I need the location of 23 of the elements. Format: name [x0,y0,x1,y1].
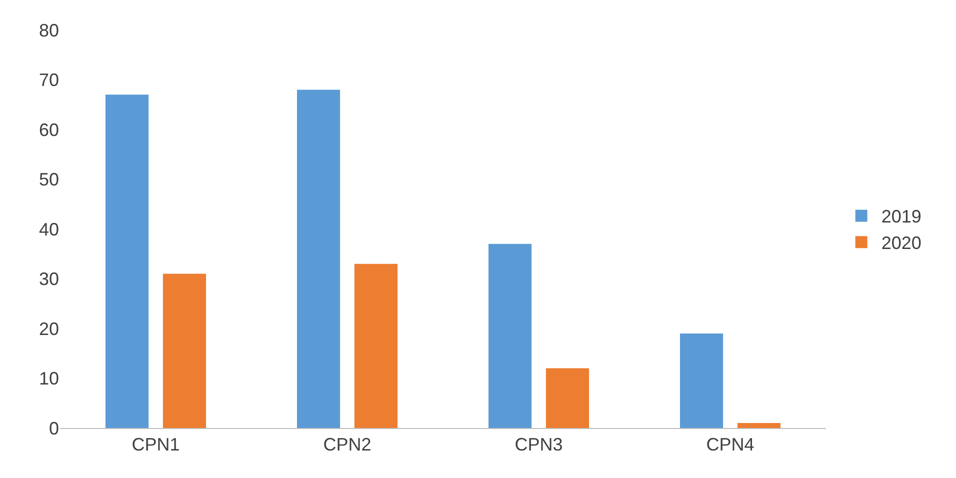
y-tick-label: 10 [38,368,59,389]
y-tick-label: 0 [48,418,59,438]
legend-label: 2020 [881,233,922,254]
x-tick-label: CPN4 [706,434,754,455]
y-tick-label: 70 [38,70,59,90]
bar [162,274,206,428]
y-tick-label: 80 [38,20,59,40]
legend-label: 2019 [881,206,922,227]
y-tick-label: 60 [38,120,59,140]
bar [105,94,149,428]
bar [296,90,340,428]
y-tick-label: 30 [38,269,59,290]
bar [680,333,724,428]
y-tick-label: 40 [38,219,59,240]
x-tick-label: CPN2 [323,434,372,455]
y-tick-label: 50 [38,170,59,190]
x-tick-label: CPN3 [514,434,563,455]
y-tick-label: 20 [38,318,59,339]
bar [354,264,398,428]
x-tick-label: CPN1 [132,434,180,455]
bar [546,368,590,428]
bar [488,244,532,428]
bar [737,423,781,428]
